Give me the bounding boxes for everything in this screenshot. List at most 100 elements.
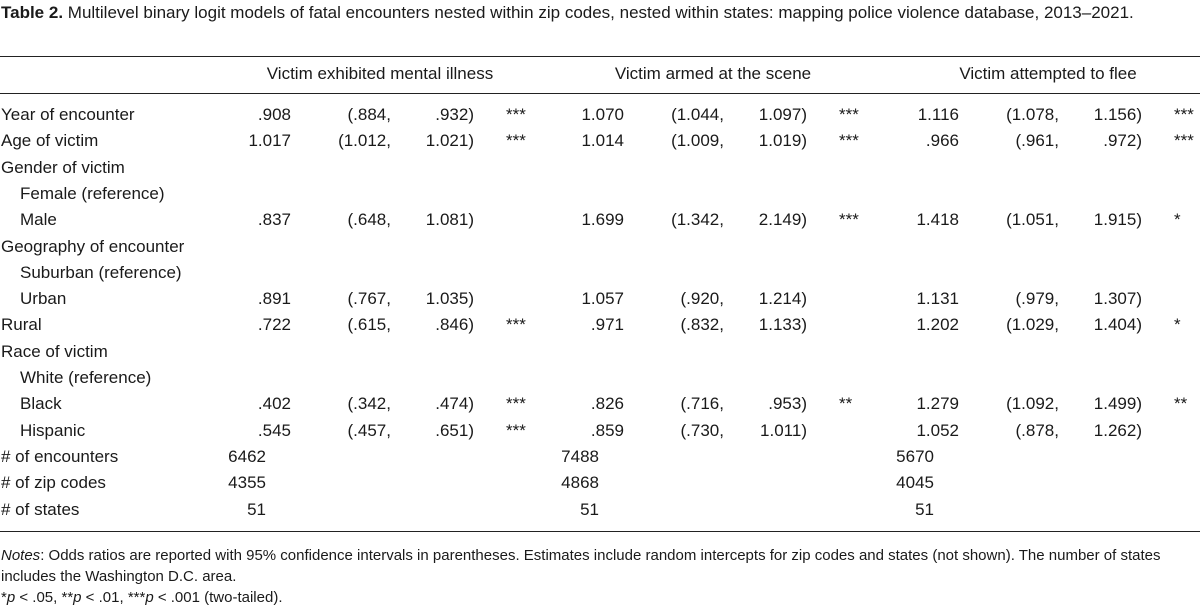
ci-lower-cell: (.730, [680, 420, 724, 440]
ci-lower-cell: (1.012, [338, 131, 391, 151]
ci-upper-cell: 1.262) [1093, 420, 1142, 440]
significance-cell: *** [506, 131, 526, 151]
table-title: Multilevel binary logit models of fatal … [67, 3, 1134, 22]
ci-upper-cell: 1.019) [758, 131, 807, 151]
significance-cell: *** [839, 210, 859, 230]
row-label: Suburban (reference) [20, 262, 182, 282]
row-label: Gender of victim [1, 157, 125, 177]
ci-upper-cell: 1.133) [758, 315, 807, 335]
ci-upper-cell: .972) [1103, 131, 1142, 151]
ci-upper-cell: .474) [435, 394, 474, 414]
sig-star: ** [61, 589, 74, 606]
row-label: Year of encounter [1, 105, 135, 124]
ci-lower-cell: (.878, [1015, 420, 1059, 440]
ci-upper-cell: .651) [435, 420, 474, 440]
ci-upper-cell: .846) [435, 315, 474, 335]
notes-text: : Odds ratios are reported with 95% conf… [1, 547, 1161, 585]
ci-lower-cell: (1.009, [671, 131, 724, 151]
odds-ratio-cell: .722 [257, 315, 291, 335]
count-cell: 6462 [228, 446, 266, 466]
odds-ratio-cell: .891 [257, 289, 291, 309]
notes-line: Notes: Odds ratios are reported with 95%… [1, 545, 1197, 587]
odds-ratio-cell: .859 [590, 420, 624, 440]
ci-upper-cell: 1.307) [1093, 289, 1142, 309]
significance-cell: *** [1174, 131, 1194, 151]
row-label: Rural [1, 315, 42, 335]
ci-upper-cell: .953) [768, 394, 807, 414]
sig-threshold: < .05, [15, 589, 62, 606]
sig-threshold: < .01, [81, 589, 128, 606]
table-label: Table 2. [1, 3, 64, 22]
row-label: Age of victim [1, 131, 99, 151]
column-header-mental-illness: Victim exhibited mental illness [266, 64, 494, 83]
row-label: Black [20, 394, 62, 414]
ci-upper-cell: 1.011) [760, 420, 807, 440]
significance-line: *p < .05, **p < .01, ***p < .001 (two-ta… [1, 587, 1197, 608]
odds-ratio-cell: .402 [257, 394, 291, 414]
odds-ratio-cell: 1.699 [581, 210, 624, 230]
significance-cell: ** [839, 394, 853, 414]
ci-lower-cell: (.342, [347, 394, 391, 414]
count-cell: 7488 [561, 446, 599, 466]
significance-cell: * [1174, 210, 1181, 230]
ci-upper-cell: 1.156) [1093, 105, 1142, 124]
ci-lower-cell: (.920, [680, 289, 724, 309]
ci-lower-cell: (1.029, [1006, 315, 1059, 335]
ci-upper-cell: .932) [435, 105, 474, 124]
top-rule [0, 56, 1200, 57]
significance-cell: ** [1174, 394, 1188, 414]
odds-ratio-cell: 1.070 [581, 105, 624, 124]
ci-upper-cell: 1.915) [1093, 210, 1142, 230]
sig-star: * [1, 589, 7, 606]
row-label: Urban [20, 289, 67, 309]
ci-lower-cell: (.716, [680, 394, 724, 414]
odds-ratio-cell: .837 [257, 210, 291, 230]
row-label: Geography of encounter [1, 236, 185, 256]
ci-upper-cell: 1.499) [1093, 394, 1142, 414]
significance-cell: *** [506, 394, 526, 414]
odds-ratio-cell: 1.057 [581, 289, 624, 309]
ci-lower-cell: (.648, [347, 210, 391, 230]
ci-lower-cell: (.884, [347, 105, 391, 124]
ci-upper-cell: 1.097) [758, 105, 807, 124]
odds-ratio-cell: .966 [925, 131, 959, 151]
count-cell: 5670 [896, 446, 934, 466]
odds-ratio-cell: 1.014 [581, 131, 624, 151]
odds-ratio-cell: .545 [257, 420, 291, 440]
odds-ratio-cell: 1.017 [248, 131, 291, 151]
ci-lower-cell: (.979, [1015, 289, 1059, 309]
column-header-flee: Victim attempted to flee [959, 64, 1137, 83]
ci-lower-cell: (1.092, [1006, 394, 1059, 414]
count-row-label: # of states [1, 499, 80, 519]
significance-cell: *** [1174, 105, 1194, 124]
row-label: White (reference) [20, 368, 152, 387]
ci-lower-cell: (.832, [680, 315, 724, 335]
odds-ratio-cell: 1.279 [916, 394, 959, 414]
odds-ratio-cell: 1.202 [916, 315, 959, 335]
significance-cell: * [1174, 315, 1181, 335]
count-row-label: # of zip codes [1, 473, 106, 493]
sig-p: p [145, 589, 154, 606]
ci-lower-cell: (.457, [347, 420, 391, 440]
count-row-label: # of encounters [1, 446, 119, 466]
count-cell: 4355 [228, 473, 266, 493]
ci-upper-cell: 1.081) [425, 210, 474, 230]
ci-lower-cell: (1.078, [1006, 105, 1059, 124]
significance-cell: *** [506, 105, 526, 124]
odds-ratio-cell: .971 [590, 315, 624, 335]
table-caption: Table 2. Multilevel binary logit models … [1, 2, 1197, 24]
odds-ratio-cell: .826 [590, 394, 624, 414]
significance-cell: *** [506, 315, 526, 335]
odds-ratio-cell: .908 [257, 105, 291, 124]
count-cell: 51 [247, 499, 266, 519]
table-notes: Notes: Odds ratios are reported with 95%… [1, 545, 1197, 608]
ci-lower-cell: (1.051, [1006, 210, 1059, 230]
sig-star: *** [127, 589, 146, 606]
ci-lower-cell: (.961, [1015, 131, 1059, 151]
row-label: Hispanic [20, 420, 86, 440]
bottom-rule [0, 531, 1200, 532]
ci-upper-cell: 1.404) [1093, 315, 1142, 335]
row-label: Female (reference) [20, 183, 165, 203]
row-label: Race of victim [1, 341, 108, 361]
odds-ratio-cell: 1.116 [917, 105, 959, 124]
